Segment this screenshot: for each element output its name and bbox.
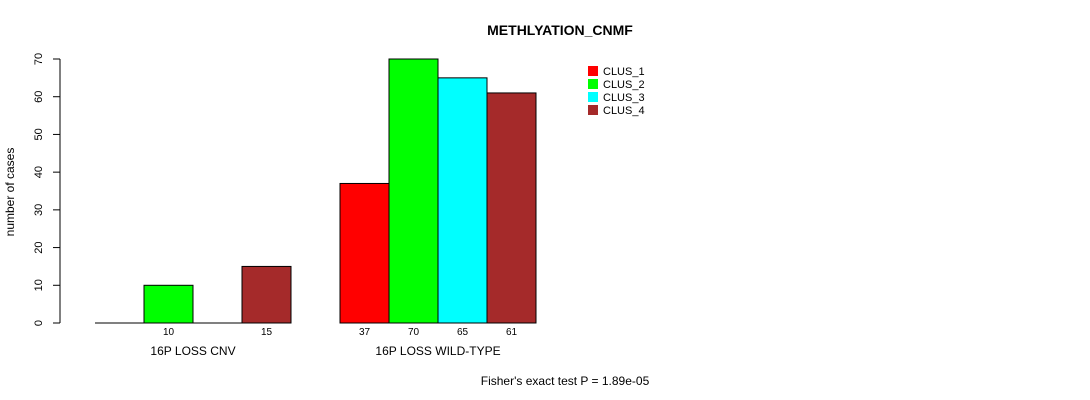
y-tick-label: 40 xyxy=(33,166,45,178)
bar-value-label: 37 xyxy=(359,327,371,338)
group-label-1: 16P LOSS CNV xyxy=(150,344,235,358)
legend-swatch-clus-4 xyxy=(588,105,598,115)
y-tick-label: 30 xyxy=(33,204,45,216)
bar-clus-4-group-1 xyxy=(241,265,292,324)
legend-swatch-clus-1 xyxy=(588,66,598,76)
y-tick-label: 0 xyxy=(33,320,45,326)
y-axis-label: number of cases xyxy=(3,148,17,237)
bar-value-label: 70 xyxy=(408,327,420,338)
bar-clus-2-group-1 xyxy=(143,284,194,324)
legend-swatch-clus-2 xyxy=(588,79,598,89)
bar-clus-2-group-2 xyxy=(388,58,439,324)
y-axis: 0 10 20 30 40 50 60 70 xyxy=(33,53,61,326)
legend-swatch-clus-3 xyxy=(588,92,598,102)
bars-layer xyxy=(95,58,537,324)
y-tick-label: 10 xyxy=(33,279,45,291)
y-tick-label: 20 xyxy=(33,241,45,253)
y-tick-label: 60 xyxy=(33,91,45,103)
group-label-2: 16P LOSS WILD-TYPE xyxy=(375,344,500,358)
legend-label-clus-4: CLUS_4 xyxy=(603,105,645,117)
bar-value-label: 65 xyxy=(457,327,469,338)
legend-label-clus-1: CLUS_1 xyxy=(603,66,645,78)
bar-clus-3-group-2 xyxy=(437,77,488,324)
group-labels-layer: 16P LOSS CNV 16P LOSS WILD-TYPE xyxy=(150,344,500,358)
bar-clus-1-group-2 xyxy=(339,182,390,324)
fisher-test-note: Fisher's exact test P = 1.89e-05 xyxy=(481,374,650,388)
legend-label-clus-2: CLUS_2 xyxy=(603,79,645,91)
bar-value-label: 10 xyxy=(163,327,175,338)
chart-title: METHLYATION_CNMF xyxy=(487,22,633,38)
bar-value-label: 15 xyxy=(261,327,273,338)
legend-label-clus-3: CLUS_3 xyxy=(603,92,645,104)
bar-clus-4-group-2 xyxy=(486,92,537,324)
y-tick-label: 70 xyxy=(33,53,45,65)
bar-labels-layer: 10 15 37 70 65 61 xyxy=(163,327,518,338)
y-tick-label: 50 xyxy=(33,128,45,140)
bar-value-label: 61 xyxy=(506,327,518,338)
